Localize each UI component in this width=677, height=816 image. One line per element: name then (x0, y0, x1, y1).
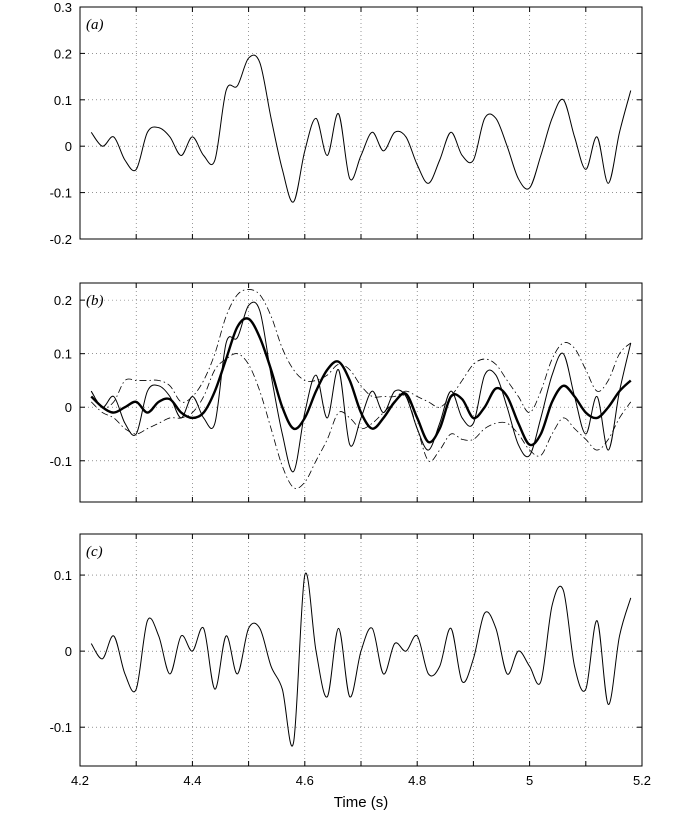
panel-label: (b) (86, 293, 104, 309)
panel-label: (c) (86, 544, 103, 560)
x-tick-label: 4.4 (183, 773, 201, 788)
axes-box (79, 533, 643, 767)
y-tick-label: 0 (65, 139, 72, 154)
y-tick-label: 0 (65, 644, 72, 659)
axes-box (79, 6, 643, 240)
data-line (90, 289, 632, 413)
x-tick-label: 5.2 (633, 773, 651, 788)
y-tick-label: 0.1 (54, 347, 72, 362)
y-tick-label: 0 (65, 400, 72, 415)
y-tick-label: 0.1 (54, 568, 72, 583)
data-line (90, 317, 632, 447)
axes-box (79, 282, 643, 503)
panel-label: (a) (86, 17, 104, 33)
data-line (90, 353, 632, 489)
y-tick-label: -0.1 (50, 186, 72, 201)
y-tick-label: 0.1 (54, 93, 72, 108)
y-tick-label: -0.1 (50, 720, 72, 735)
x-tick-label: 4.6 (296, 773, 314, 788)
data-line (90, 54, 632, 203)
y-tick-label: -0.2 (50, 232, 72, 247)
x-tick-label: 4.2 (71, 773, 89, 788)
x-axis-label: Time (s) (334, 794, 388, 811)
y-tick-label: 0.2 (54, 293, 72, 308)
data-line (90, 572, 632, 747)
y-tick-label: -0.1 (50, 454, 72, 469)
x-tick-label: 4.8 (408, 773, 426, 788)
y-tick-label: 0.2 (54, 46, 72, 61)
y-tick-label: 0.3 (54, 0, 72, 15)
x-tick-label: 5 (526, 773, 533, 788)
